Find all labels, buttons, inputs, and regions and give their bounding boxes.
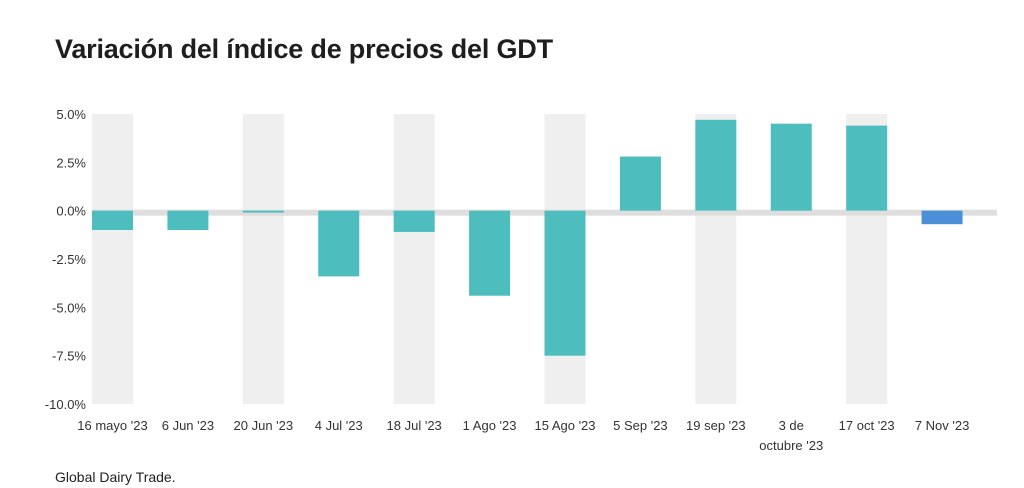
column-band <box>242 114 284 404</box>
x-tick-label: 7 Nov '23 <box>915 418 970 433</box>
x-tick-label: 18 Jul '23 <box>387 418 442 433</box>
bar <box>921 210 963 225</box>
x-axis: 16 mayo '23 6 Jun '23 20 Jun '23 4 Jul '23 1… <box>77 418 969 453</box>
chart-title: Variación del índice de precios del GDT <box>55 34 553 64</box>
bar <box>167 210 209 230</box>
y-tick-label: 5.0% <box>56 107 86 122</box>
bar <box>544 210 586 356</box>
x-tick-label: 20 Jun '23 <box>234 418 294 433</box>
bar <box>242 210 284 213</box>
x-tick-label: 19 sep '23 <box>686 418 746 433</box>
y-tick-label: 2.5% <box>56 155 86 170</box>
y-tick-label: -7.5% <box>52 349 86 364</box>
x-tick-label: 1 Ago '23 <box>463 418 517 433</box>
bars <box>92 119 963 356</box>
column-band <box>92 114 133 404</box>
bar <box>770 123 812 211</box>
bar <box>469 210 511 296</box>
x-tick-label: 5 Sep '23 <box>613 418 668 433</box>
bar <box>619 156 661 211</box>
x-tick-label: 4 Jul '23 <box>315 418 363 433</box>
x-tick-label: 15 Ago '23 <box>534 418 595 433</box>
x-tick-label: 6 Jun '23 <box>162 418 214 433</box>
column-band <box>393 114 435 404</box>
y-tick-label: -10.0% <box>45 397 87 412</box>
y-tick-label: 0.0% <box>56 204 86 219</box>
bar <box>92 210 133 230</box>
x-tick-label: 16 mayo '23 <box>77 418 147 433</box>
x-tick-label: 17 oct '23 <box>839 418 895 433</box>
bar <box>695 119 737 211</box>
source-note: Global Dairy Trade. <box>55 469 176 485</box>
y-axis: 5.0% 2.5% 0.0% -2.5% -5.0% -7.5% -10.0% <box>45 107 87 412</box>
bar <box>846 125 888 211</box>
x-tick-label: 3 de octubre '23 <box>759 418 823 453</box>
bar <box>393 210 435 232</box>
y-tick-label: -2.5% <box>52 252 86 267</box>
y-tick-label: -5.0% <box>52 300 86 315</box>
bar <box>318 210 360 277</box>
